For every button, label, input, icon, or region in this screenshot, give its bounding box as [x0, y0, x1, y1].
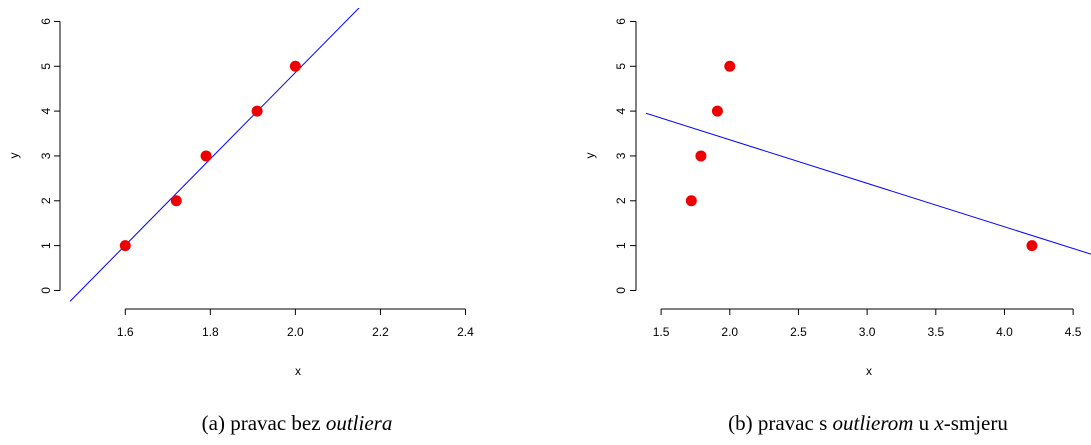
- data-point: [724, 60, 736, 72]
- data-point: [119, 240, 131, 252]
- x-tick-label: 4.5: [1065, 325, 1082, 339]
- x-tick-label: 4.0: [996, 325, 1013, 339]
- data-point: [695, 150, 707, 162]
- y-tick-label: 6: [614, 18, 628, 25]
- data-point: [685, 195, 697, 207]
- x-tick-label: 2.2: [372, 325, 389, 339]
- chart-panel-b: 0 1 2 3 4 5 6 1.5 2.0 2.5 3.0 3.5 4.0 4.5 x y: [583, 18, 1091, 378]
- x-tick-label: 1.6: [117, 325, 134, 339]
- caption-a-prefix: (a) pravac bez: [202, 411, 326, 435]
- caption-b-emph2: x: [933, 411, 944, 435]
- data-point: [1026, 240, 1038, 252]
- y-tick-label: 2: [39, 197, 53, 204]
- x-tick-label: 2.0: [721, 325, 738, 339]
- data-point: [200, 150, 212, 162]
- y-tick-label: 0: [614, 287, 628, 294]
- x-tick-label: 2.5: [790, 325, 807, 339]
- x-tick-label: 2.4: [457, 325, 474, 339]
- y-tick-label: 4: [39, 107, 53, 114]
- regression-line: [70, 8, 360, 302]
- y-tick-label: 1: [614, 242, 628, 249]
- y-axis-label: y: [7, 153, 21, 159]
- y-tick-label: 5: [614, 63, 628, 70]
- x-axis-label: x: [866, 364, 872, 378]
- y-tick-label: 3: [614, 152, 628, 159]
- y-tick-label: 5: [39, 63, 53, 70]
- data-point: [170, 195, 182, 207]
- y-tick-label: 1: [39, 242, 53, 249]
- caption-b-suffix: -smjeru: [944, 411, 1009, 435]
- data-point: [711, 105, 723, 117]
- caption-a-emph: outliera: [326, 411, 393, 435]
- chart-panel-a: 0 1 2 3 4 5 6 1.6 1.8 2.0 2.2 2.4 x y: [7, 8, 474, 378]
- x-tick-label: 3.5: [927, 325, 944, 339]
- y-tick-label: 0: [39, 287, 53, 294]
- y-axis-label: y: [583, 153, 597, 159]
- regression-line: [646, 112, 1091, 255]
- x-tick-label: 2.0: [287, 325, 304, 339]
- x-tick-label: 1.5: [653, 325, 670, 339]
- y-tick-label: 2: [614, 197, 628, 204]
- caption-b-mid: u: [913, 411, 934, 435]
- caption-b-prefix: (b) pravac s: [728, 411, 832, 435]
- x-tick-label: 3.0: [859, 325, 876, 339]
- y-tick-label: 4: [614, 107, 628, 114]
- caption-a: (a) pravac bez outliera: [202, 411, 393, 435]
- data-point: [289, 60, 301, 72]
- caption-b-emph: outlierom: [833, 411, 914, 435]
- y-tick-label: 3: [39, 152, 53, 159]
- x-axis-label: x: [295, 364, 301, 378]
- data-point: [251, 105, 263, 117]
- caption-b: (b) pravac s outlierom u x-smjeru: [728, 411, 1008, 435]
- x-tick-label: 1.8: [202, 325, 219, 339]
- y-tick-label: 6: [39, 18, 53, 25]
